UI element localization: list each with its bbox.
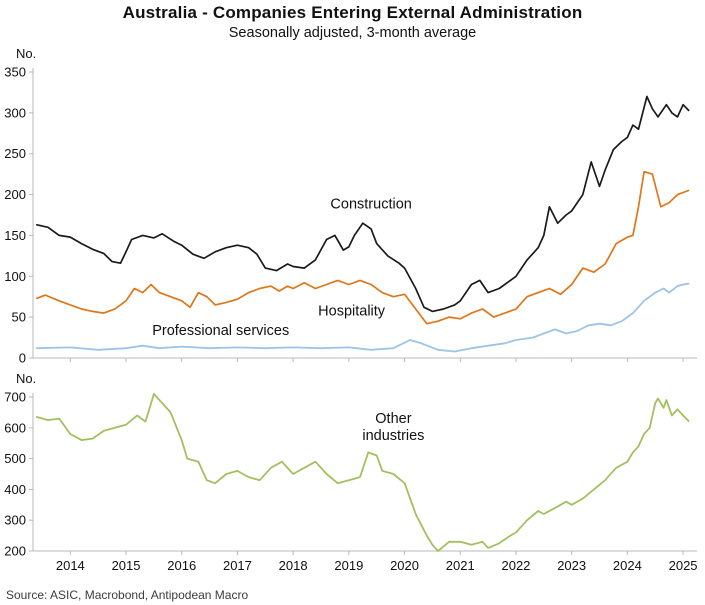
- x-tick-label: 2018: [279, 558, 308, 573]
- y-tick-label: 700: [4, 390, 26, 405]
- x-tick-label: 2023: [557, 558, 586, 573]
- series-label-hospitality: Hospitality: [318, 304, 386, 320]
- y-tick-label: 200: [4, 544, 26, 559]
- y-tick-label: 150: [4, 228, 26, 243]
- y-tick-label: 600: [4, 420, 26, 435]
- y-axis-unit-label: No.: [16, 371, 36, 386]
- x-tick-label: 2021: [446, 558, 475, 573]
- series-label-other-industries: Other industries: [362, 411, 424, 444]
- x-tick-label: 2016: [167, 558, 196, 573]
- series-professional_services-line: [36, 282, 690, 353]
- y-tick-label: 50: [12, 310, 26, 325]
- x-tick-label: 2024: [613, 558, 642, 573]
- x-tick-label: 2014: [56, 558, 85, 573]
- x-tick-label: 2022: [501, 558, 530, 573]
- x-tick-label: 2020: [390, 558, 419, 573]
- y-tick-label: 200: [4, 187, 26, 202]
- top-panel-chart: No. 0 50 100 150 200 250 300 350 Construction Hosp…: [4, 46, 697, 366]
- series-label-construction: Construction: [330, 196, 411, 212]
- x-tick-label: 2025: [669, 558, 698, 573]
- y-tick-label: 350: [4, 65, 26, 80]
- chart-title: Australia - Companies Entering External …: [122, 3, 583, 22]
- x-tick-label: 2015: [112, 558, 141, 573]
- y-tick-label: 300: [4, 105, 26, 120]
- y-tick-label: 0: [19, 351, 26, 366]
- y-tick-label: 500: [4, 451, 26, 466]
- x-tick-label: 2017: [223, 558, 252, 573]
- series-label-professional-services: Professional services: [152, 323, 289, 339]
- chart-subtitle: Seasonally adjusted, 3-month average: [228, 25, 477, 41]
- y-tick-label: 250: [4, 146, 26, 161]
- y-tick-label: 400: [4, 482, 26, 497]
- series-other_industries-line: [36, 392, 690, 552]
- x-tick-label: 2019: [334, 558, 363, 573]
- y-tick-label: 100: [4, 269, 26, 284]
- bottom-panel-chart: No. 200 300 400 500 600 700 2014 2015 2016 2017 201…: [4, 371, 698, 573]
- series-hospitality-line: [36, 170, 690, 325]
- y-axis-unit-label: No.: [16, 46, 36, 61]
- y-tick-label: 300: [4, 513, 26, 528]
- series-construction-line: [36, 95, 690, 313]
- source-note: Source: ASIC, Macrobond, Antipodean Macr…: [6, 588, 249, 602]
